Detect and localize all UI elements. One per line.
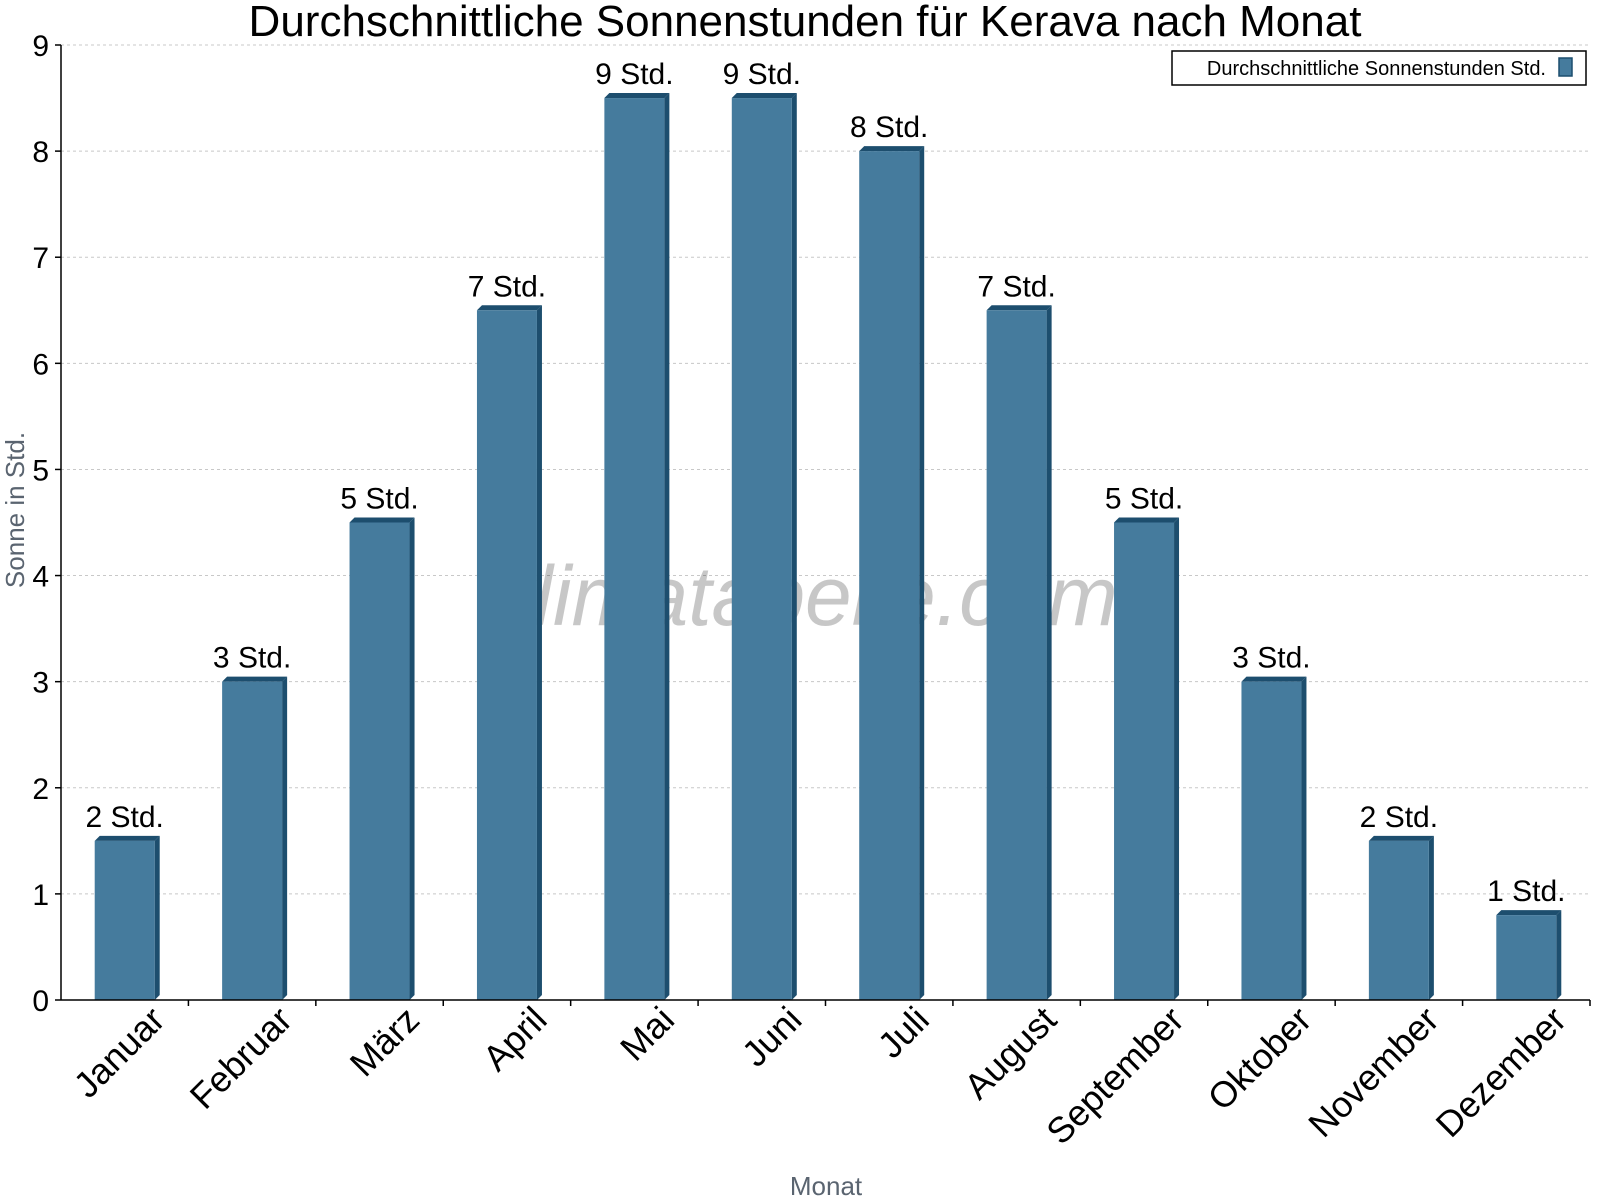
bar-April (476, 305, 542, 1000)
bar-side (1046, 305, 1052, 1000)
data-label: 3 Std. (213, 642, 291, 675)
bar (1368, 840, 1429, 1000)
chart-title: Durchschnittliche Sonnenstunden für Kera… (249, 0, 1362, 46)
bar-Mai (604, 93, 670, 1001)
data-label: 5 Std. (1105, 483, 1183, 516)
bar-side (282, 676, 288, 1000)
bar (604, 98, 665, 1001)
y-tick-label: 2 (32, 773, 49, 806)
bar (476, 310, 537, 1000)
data-label: 9 Std. (595, 58, 673, 91)
x-tick-label: Juli (870, 999, 937, 1066)
grid-lines (61, 44, 1590, 895)
x-tick-label: November (1300, 999, 1446, 1145)
bar-September (1114, 517, 1180, 1000)
bar-top (986, 305, 1052, 311)
x-tick-label: Oktober (1200, 999, 1320, 1119)
legend-swatch (1558, 57, 1573, 77)
bar (94, 840, 155, 1000)
bar-top (222, 676, 288, 682)
bar-Februar (222, 676, 288, 1000)
x-tick-label: Januar (66, 999, 173, 1106)
bar-side (664, 93, 670, 1001)
bar-Juni (731, 93, 797, 1001)
data-labels: 2 Std. 3 Std. 5 Std. 7 Std. 9 Std. 9 Std. 8 St… (86, 58, 1566, 908)
bar (222, 681, 283, 1000)
axes (55, 44, 1591, 1006)
bar-top (1241, 676, 1307, 682)
x-tick-label: Mai (612, 999, 682, 1069)
bar-November (1368, 835, 1434, 1000)
data-label: 2 Std. (1360, 801, 1438, 834)
data-label: 3 Std. (1232, 642, 1310, 675)
bar-side (1301, 676, 1307, 1000)
bar-März (349, 517, 415, 1000)
data-label: 7 Std. (468, 270, 546, 303)
x-tick-label: Februar (182, 999, 300, 1117)
bar-side (919, 146, 925, 1001)
bar-side (154, 835, 160, 1000)
data-label: 2 Std. (86, 801, 164, 834)
bar-side (409, 517, 415, 1000)
bar-side (1428, 835, 1434, 1000)
y-tick-label: 3 (32, 667, 49, 700)
bar-top (604, 93, 670, 99)
x-tick-labels: Januar Februar März April Mai Juni Juli AugustS… (66, 999, 1574, 1153)
bar-Dezember (1496, 910, 1562, 1000)
bar (1496, 915, 1557, 1000)
bar-August (986, 305, 1052, 1000)
bar-top (1368, 835, 1434, 841)
x-tick-label: September (1038, 999, 1192, 1153)
bar-top (731, 93, 797, 99)
legend-box (1171, 50, 1587, 86)
legend: Durchschnittliche Sonnenstunden Std. (1171, 50, 1587, 86)
y-tick-label: 4 (32, 561, 49, 594)
x-tick-label: April (475, 999, 555, 1079)
bar (986, 310, 1047, 1000)
y-tick-label: 0 (32, 985, 49, 1018)
bar (349, 522, 410, 1000)
data-label: 7 Std. (977, 270, 1055, 303)
data-label: 5 Std. (340, 483, 418, 516)
bar (1241, 681, 1302, 1000)
x-tick-label: Juni (734, 999, 810, 1075)
x-axis-title: Monat (790, 1171, 863, 1200)
bar-side (1556, 910, 1562, 1000)
bar-Oktober (1241, 676, 1307, 1000)
y-tick-label: 5 (32, 454, 49, 487)
data-label: 1 Std. (1487, 875, 1565, 908)
bar-side (791, 93, 797, 1001)
bar-top (859, 146, 925, 152)
bar-top (349, 517, 415, 523)
y-tick-label: 7 (32, 242, 49, 275)
data-label: 9 Std. (723, 58, 801, 91)
bar-top (1114, 517, 1180, 523)
bar (859, 151, 920, 1001)
bar-Juli (859, 146, 925, 1001)
bar (1114, 522, 1175, 1000)
x-tick-label: März (342, 999, 428, 1085)
y-tick-labels: 0 1 2 3 4 5 6 7 8 9 (32, 30, 49, 1018)
y-tick-label: 9 (32, 30, 49, 63)
bar-top (476, 305, 542, 311)
data-label: 8 Std. (850, 111, 928, 144)
bar-top (94, 835, 160, 841)
x-tick-label: Dezember (1428, 999, 1574, 1145)
y-tick-label: 8 (32, 136, 49, 169)
y-axis-title: Sonne in Std. (0, 432, 30, 588)
bar-side (536, 305, 542, 1000)
bar-side (1174, 517, 1180, 1000)
bar-top (1496, 910, 1562, 916)
legend-label: Durchschnittliche Sonnenstunden Std. (1207, 58, 1546, 80)
x-tick-label: August (956, 999, 1064, 1107)
bar-Januar (94, 835, 160, 1000)
bars (94, 93, 1562, 1001)
bar (731, 98, 792, 1001)
y-tick-label: 1 (32, 879, 49, 912)
y-tick-label: 6 (32, 348, 49, 381)
